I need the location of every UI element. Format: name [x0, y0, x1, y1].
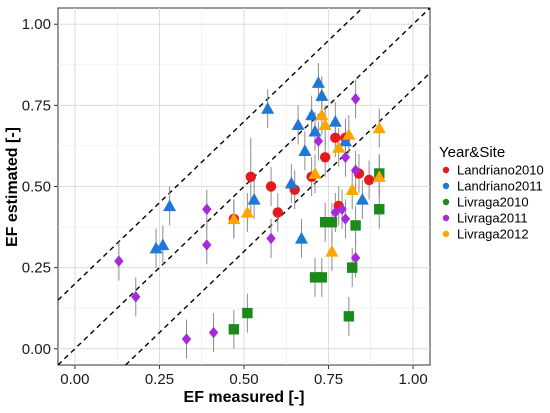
data-point — [372, 121, 386, 134]
grid-lines — [58, 8, 430, 365]
data-point — [202, 203, 212, 215]
data-point — [318, 118, 332, 131]
data-point — [265, 181, 277, 192]
data-point — [202, 239, 212, 251]
data-point — [308, 124, 322, 137]
data-point — [291, 118, 305, 131]
data-point — [228, 324, 240, 335]
data-point — [261, 102, 275, 114]
data-point — [294, 231, 308, 244]
legend-key — [442, 214, 450, 222]
data-point — [340, 151, 351, 164]
y-tick-label: 0.25 — [22, 260, 51, 277]
data-point — [163, 199, 177, 212]
data-point — [240, 205, 254, 218]
reference-line — [57, 7, 431, 366]
data-point — [309, 272, 321, 283]
data-point — [319, 217, 331, 228]
data-point — [355, 192, 369, 205]
legend-label: Livraga2011 — [457, 211, 528, 226]
data-point — [342, 128, 356, 140]
data-point — [340, 213, 351, 225]
data-point — [242, 307, 253, 319]
data-point — [372, 170, 386, 182]
legend-label: Livraga2010 — [457, 195, 529, 210]
legend-items: Landriano2010Landriano2011Livraga2010Liv… — [442, 163, 544, 242]
data-point — [266, 232, 276, 245]
y-tick-label: 0.00 — [22, 341, 51, 358]
reference-line — [57, 7, 363, 301]
data-point — [319, 152, 331, 163]
y-axis-ticks: 0.00 0.25 0.50 0.75 1.00 — [22, 16, 58, 358]
data-point — [350, 164, 361, 176]
legend-label: Livraga2012 — [457, 227, 529, 242]
data-point — [316, 272, 327, 283]
data-point — [345, 183, 359, 195]
legend-key — [442, 182, 450, 190]
data-point — [330, 132, 341, 144]
x-tick-label: 0.25 — [145, 371, 174, 388]
data-point — [347, 262, 358, 273]
data-point — [313, 135, 324, 147]
data-point — [131, 291, 141, 303]
data-point — [305, 108, 319, 121]
y-tick-label: 0.75 — [22, 97, 51, 114]
data-point — [343, 311, 355, 322]
data-point — [325, 244, 339, 257]
x-axis-title: EF measured [-] — [184, 389, 305, 406]
data-point — [247, 192, 261, 205]
data-point — [284, 176, 298, 189]
x-tick-label: 0.75 — [314, 371, 343, 388]
x-tick-label: 0.50 — [229, 371, 258, 388]
data-point — [308, 167, 322, 179]
data-point — [326, 217, 338, 228]
x-tick-label: 1.00 — [398, 371, 427, 388]
legend: Year&Site Landriano2010Landriano2011Livr… — [439, 144, 544, 242]
y-tick-label: 1.00 — [22, 16, 51, 33]
data-point — [114, 255, 124, 267]
data-point — [311, 76, 325, 88]
data-point — [332, 141, 346, 153]
data-point — [272, 207, 284, 218]
y-tick-label: 0.50 — [22, 179, 51, 196]
data-point — [298, 144, 312, 156]
x-axis-ticks: 0.00 0.25 0.50 0.75 1.00 — [60, 365, 428, 388]
x-tick-label: 0.00 — [60, 371, 89, 388]
legend-key — [442, 198, 450, 206]
data-point — [227, 212, 241, 225]
data-point — [181, 333, 192, 345]
legend-key — [442, 230, 450, 238]
data-point — [315, 89, 329, 101]
y-axis-title: EF estimated [-] — [4, 127, 21, 247]
data-point — [337, 203, 347, 215]
data-point — [350, 93, 361, 105]
data-point — [374, 204, 385, 215]
data-point — [350, 252, 361, 264]
legend-title: Year&Site — [439, 144, 505, 161]
data-point — [315, 108, 329, 121]
data-point — [328, 115, 342, 127]
data-point — [338, 134, 352, 147]
data-point — [156, 238, 170, 251]
data-point — [363, 174, 375, 186]
data-point — [330, 206, 340, 219]
data-point — [208, 326, 219, 339]
legend-label: Landriano2010 — [457, 163, 544, 178]
data-point — [245, 171, 256, 182]
legend-label: Landriano2011 — [457, 179, 543, 194]
data-point — [149, 241, 163, 254]
legend-key — [442, 166, 450, 174]
data-points — [114, 76, 386, 345]
data-point — [350, 220, 361, 231]
